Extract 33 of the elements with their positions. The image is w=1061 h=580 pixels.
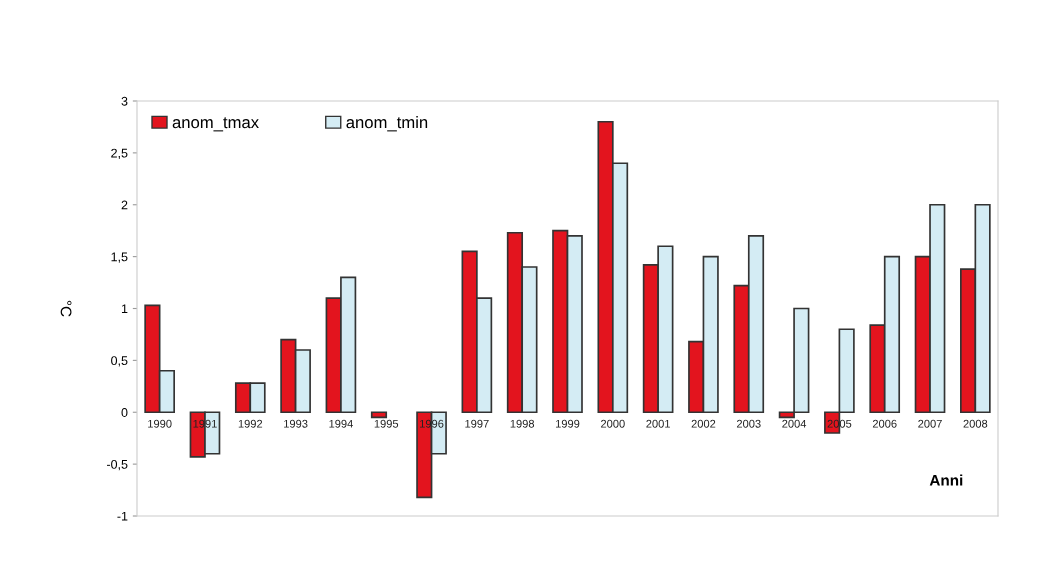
x-tick-label: 2005 [827, 419, 852, 428]
x-tick-label: 1990 [148, 419, 172, 428]
x-tick-label: 1995 [374, 419, 399, 428]
y-tick-label: -0,5 [106, 459, 128, 471]
x-tick-label: 2004 [782, 419, 807, 428]
x-tick-label: 1998 [510, 419, 535, 428]
y-tick-label: 1 [121, 304, 128, 314]
x-tick-label: 2002 [691, 419, 716, 428]
bar [370, 411, 388, 419]
y-tick-label: 2,5 [111, 148, 128, 159]
x-tick-label: 1991 [193, 419, 217, 428]
x-tick-label: 1994 [329, 419, 353, 428]
x-tick-label: 2008 [963, 419, 988, 428]
legend-label: anom_tmax [172, 117, 259, 132]
y-tick-label: 2 [121, 200, 128, 210]
y-axis-title: °C [60, 300, 72, 317]
y-tick-label: -1 [117, 511, 128, 521]
x-tick-label: 1996 [420, 419, 444, 428]
y-tick-label: 3 [121, 96, 128, 106]
x-tick-label: 1997 [465, 419, 489, 428]
x-axis-title: Anni [929, 474, 963, 486]
y-tick-label: 0,5 [111, 356, 128, 367]
x-tick-label: 2000 [601, 419, 625, 428]
x-tick-label: 1992 [238, 419, 263, 428]
x-tick-label: 1999 [555, 419, 580, 428]
y-tick-label: 0 [121, 408, 128, 417]
x-tick-label: 2001 [646, 419, 670, 428]
x-tick-label: 2006 [872, 419, 897, 428]
y-tick-label: 1,5 [111, 252, 128, 263]
x-tick-label: 2007 [918, 419, 942, 428]
x-tick-label: 2003 [736, 419, 761, 428]
legend-label: anom_tmin [346, 116, 428, 132]
x-tick-label: 1993 [284, 419, 308, 428]
